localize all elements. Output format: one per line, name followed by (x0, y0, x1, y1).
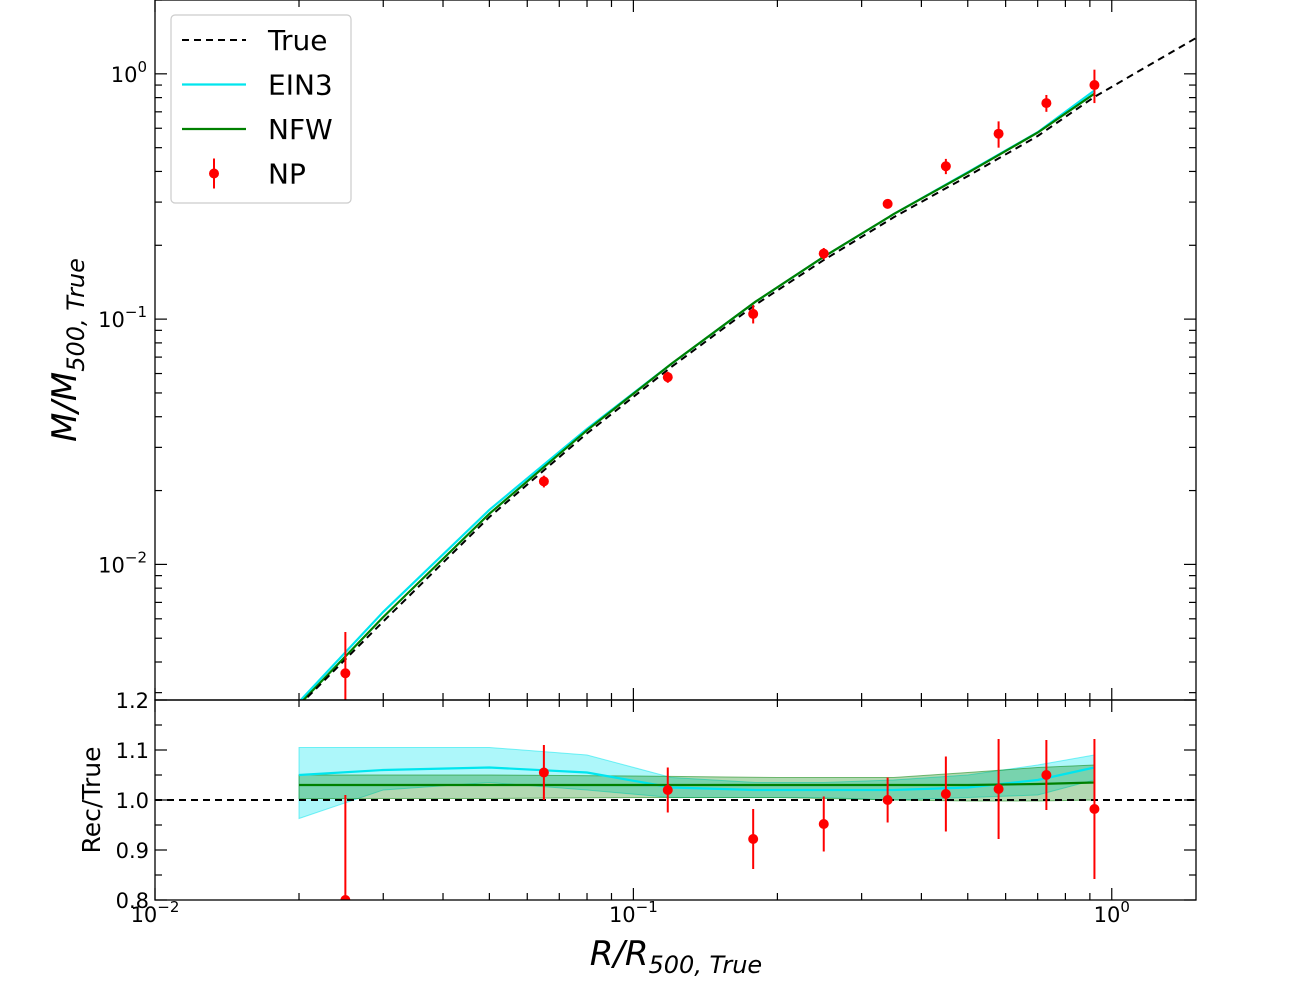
bottom-np-points (340, 739, 1100, 900)
x-axis-label: R/R500, True (590, 934, 762, 979)
np-point (1089, 80, 1100, 91)
np-point (940, 789, 951, 799)
series-line-nfw (301, 92, 1096, 700)
np-point (1041, 98, 1052, 109)
legend-box (170, 14, 352, 204)
legend-label: True (267, 24, 327, 57)
ratio-line-nfw (299, 781, 1095, 787)
bottom-y-axis-label: Rec/True (77, 747, 106, 854)
x-tick-label: 10−2 (131, 898, 180, 927)
series-line-true (303, 37, 1196, 700)
np-point (662, 785, 673, 795)
legend: True EIN3 NFW NP (170, 14, 352, 204)
np-point (340, 668, 351, 679)
bottom-series-lines (155, 766, 1196, 801)
np-point (818, 248, 829, 259)
np-point (882, 795, 893, 805)
np-point (940, 161, 951, 172)
y-tick-label: 100 (111, 58, 147, 87)
series-line-ein3 (299, 89, 1096, 700)
y-tick-label: 1.0 (116, 789, 149, 813)
x-tick-label: 10−1 (609, 898, 658, 927)
np-point (748, 834, 759, 844)
np-point (748, 308, 759, 319)
bottom-plot-frame (154, 699, 1197, 901)
np-point (538, 476, 549, 487)
mass-profile-panel: 100 10−1 10−2 M/M500, True (45, 0, 1197, 701)
y-tick-label: 1.1 (116, 739, 149, 763)
y-tick-label: 1.2 (116, 689, 149, 713)
np-point (818, 819, 829, 829)
np-point (1089, 804, 1100, 814)
y-tick-label: 0.8 (116, 889, 149, 913)
x-tick-label: 100 (1094, 898, 1130, 927)
np-point (662, 372, 673, 383)
top-axis-ticks (154, 0, 1196, 700)
top-np-points (340, 69, 1100, 700)
top-y-axis-label: M/M500, True (45, 258, 90, 442)
y-tick-label: 0.9 (116, 839, 149, 863)
np-point (882, 198, 893, 209)
top-series-lines (299, 37, 1196, 700)
legend-swatch (209, 168, 219, 179)
ratio-panel: 0.8 0.9 1.0 1.1 1.2 10−2 10−1 100 Rec/True R/R… (77, 689, 1197, 979)
y-tick-label: 10−2 (98, 548, 147, 577)
np-point (993, 128, 1004, 139)
legend-label: NP (268, 158, 306, 191)
np-point (1041, 770, 1052, 780)
legend-label: EIN3 (268, 69, 333, 102)
bottom-axis-ticks (154, 699, 1196, 901)
np-point (340, 895, 351, 900)
legend-label: NFW (268, 113, 333, 146)
np-point (993, 784, 1004, 794)
np-point (538, 767, 549, 778)
y-tick-label: 10−1 (98, 303, 147, 332)
